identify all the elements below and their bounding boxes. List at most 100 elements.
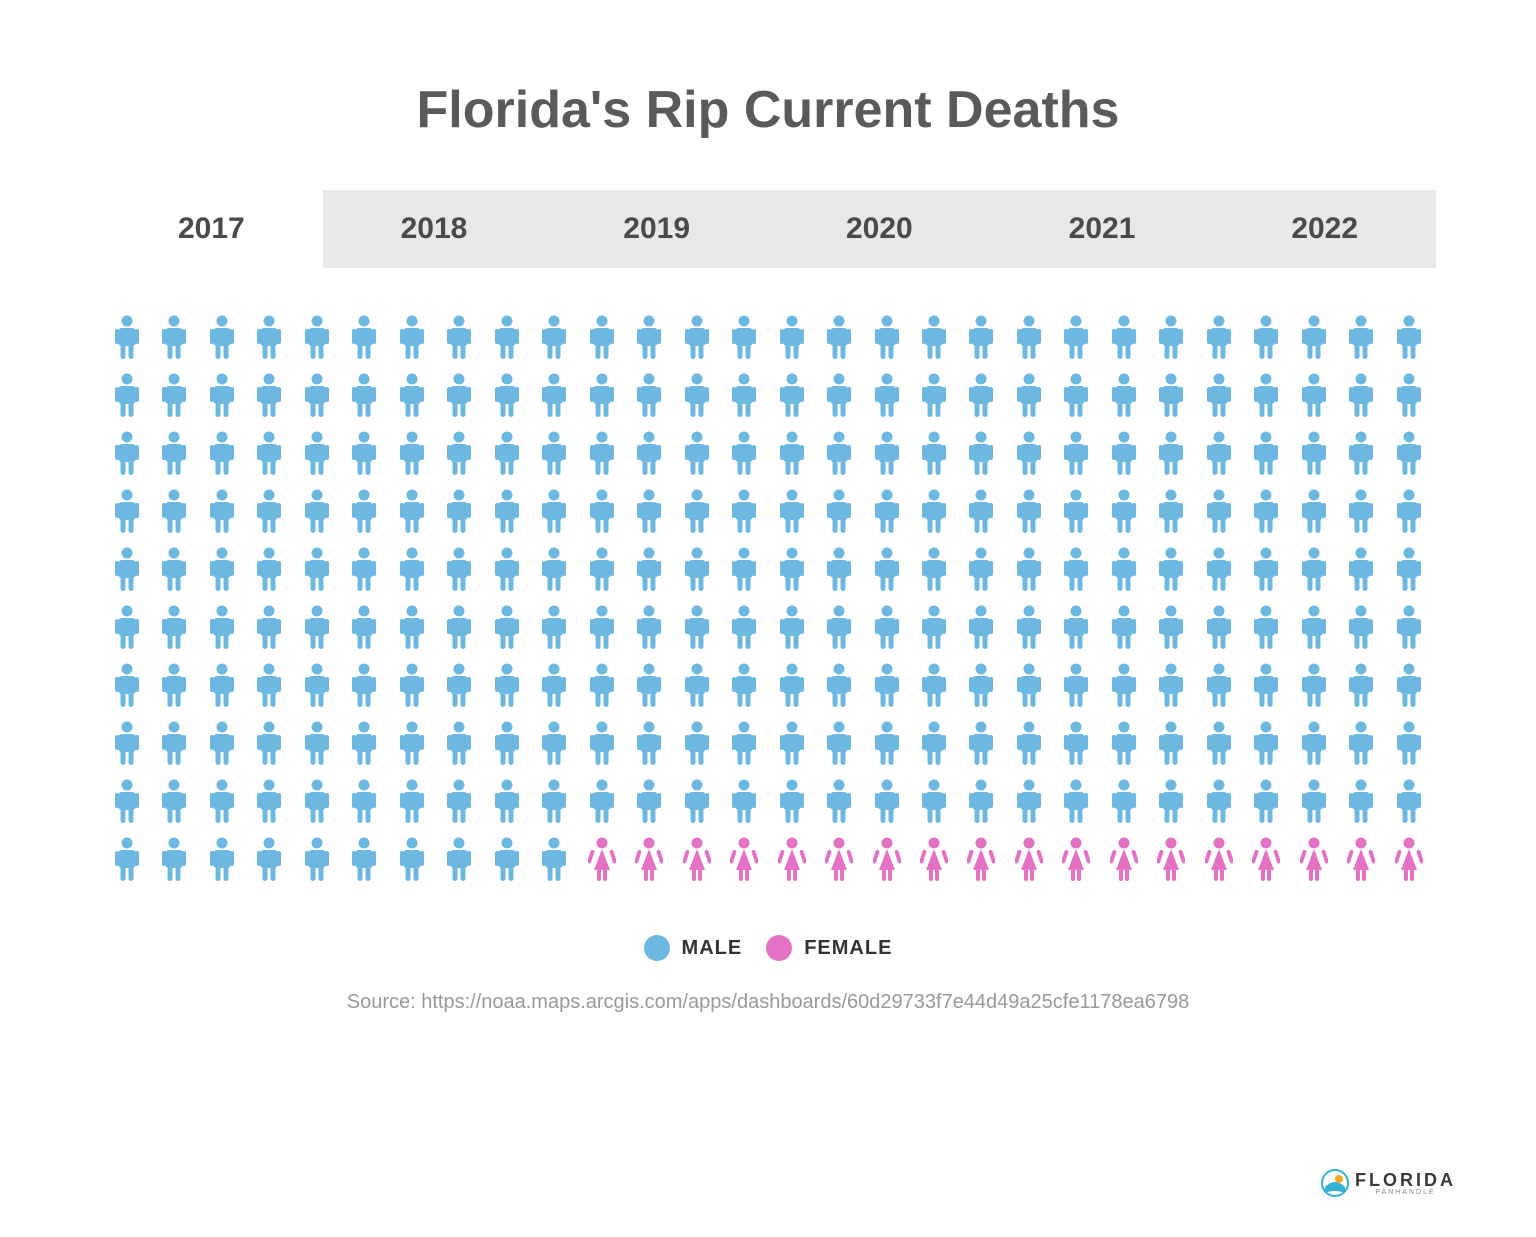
person-male-icon — [870, 429, 904, 479]
person-female-icon — [1344, 835, 1378, 885]
person-male-icon — [1059, 313, 1093, 363]
person-male-icon — [205, 835, 239, 885]
person-male-icon — [870, 719, 904, 769]
tab-2020[interactable]: 2020 — [768, 190, 991, 268]
pictogram-row — [110, 313, 1426, 363]
person-male-icon — [1392, 371, 1426, 421]
person-male-icon — [632, 487, 666, 537]
person-male-icon — [252, 429, 286, 479]
person-male-icon — [300, 487, 334, 537]
person-male-icon — [1059, 371, 1093, 421]
tab-2021[interactable]: 2021 — [991, 190, 1214, 268]
person-male-icon — [300, 429, 334, 479]
logo-text: FLORIDA — [1355, 1171, 1456, 1189]
person-male-icon — [157, 661, 191, 711]
tab-2022[interactable]: 2022 — [1213, 190, 1436, 268]
person-female-icon — [1202, 835, 1236, 885]
person-male-icon — [1392, 777, 1426, 827]
person-male-icon — [110, 777, 144, 827]
person-male-icon — [490, 603, 524, 653]
person-male-icon — [680, 371, 714, 421]
person-male-icon — [1344, 429, 1378, 479]
person-male-icon — [157, 545, 191, 595]
person-male-icon — [917, 487, 951, 537]
person-male-icon — [727, 313, 761, 363]
person-male-icon — [1344, 371, 1378, 421]
pictogram-row — [110, 545, 1426, 595]
person-male-icon — [1297, 603, 1331, 653]
person-female-icon — [822, 835, 856, 885]
person-male-icon — [1392, 545, 1426, 595]
person-male-icon — [442, 429, 476, 479]
person-male-icon — [205, 313, 239, 363]
person-male-icon — [347, 545, 381, 595]
florida-logo: FLORIDA PANHANDLE — [1321, 1169, 1456, 1197]
person-male-icon — [537, 313, 571, 363]
person-male-icon — [1344, 777, 1378, 827]
person-male-icon — [1297, 371, 1331, 421]
person-male-icon — [585, 313, 619, 363]
person-male-icon — [1107, 313, 1141, 363]
person-male-icon — [680, 777, 714, 827]
tab-2019[interactable]: 2019 — [545, 190, 768, 268]
person-male-icon — [775, 371, 809, 421]
person-male-icon — [252, 487, 286, 537]
person-male-icon — [1202, 429, 1236, 479]
legend-label: FEMALE — [804, 937, 892, 960]
person-male-icon — [395, 371, 429, 421]
person-male-icon — [300, 603, 334, 653]
person-male-icon — [1059, 603, 1093, 653]
person-male-icon — [442, 371, 476, 421]
person-male-icon — [252, 371, 286, 421]
person-male-icon — [395, 313, 429, 363]
chart-title: Florida's Rip Current Deaths — [100, 80, 1436, 140]
person-female-icon — [680, 835, 714, 885]
person-male-icon — [537, 371, 571, 421]
person-male-icon — [822, 371, 856, 421]
person-male-icon — [822, 661, 856, 711]
person-male-icon — [490, 719, 524, 769]
person-male-icon — [347, 371, 381, 421]
person-female-icon — [1392, 835, 1426, 885]
person-male-icon — [300, 719, 334, 769]
person-male-icon — [822, 545, 856, 595]
year-tabs: 201720182019202020212022 — [100, 190, 1436, 268]
person-male-icon — [1012, 661, 1046, 711]
person-male-icon — [1154, 777, 1188, 827]
person-male-icon — [1059, 777, 1093, 827]
person-male-icon — [727, 545, 761, 595]
tab-2018[interactable]: 2018 — [323, 190, 546, 268]
person-male-icon — [1249, 487, 1283, 537]
person-male-icon — [727, 429, 761, 479]
tab-2017[interactable]: 2017 — [100, 190, 323, 268]
person-male-icon — [775, 603, 809, 653]
person-male-icon — [490, 313, 524, 363]
person-male-icon — [537, 603, 571, 653]
person-male-icon — [775, 719, 809, 769]
person-male-icon — [110, 371, 144, 421]
person-male-icon — [1107, 719, 1141, 769]
person-male-icon — [442, 313, 476, 363]
person-male-icon — [1154, 429, 1188, 479]
person-male-icon — [110, 661, 144, 711]
person-male-icon — [632, 371, 666, 421]
person-male-icon — [917, 661, 951, 711]
person-female-icon — [870, 835, 904, 885]
person-male-icon — [680, 487, 714, 537]
person-male-icon — [1297, 429, 1331, 479]
person-male-icon — [632, 719, 666, 769]
logo-icon — [1321, 1169, 1349, 1197]
person-male-icon — [490, 545, 524, 595]
person-male-icon — [585, 603, 619, 653]
person-male-icon — [205, 487, 239, 537]
person-male-icon — [1344, 487, 1378, 537]
person-male-icon — [1154, 603, 1188, 653]
person-male-icon — [964, 777, 998, 827]
person-male-icon — [205, 603, 239, 653]
person-male-icon — [1202, 719, 1236, 769]
person-male-icon — [964, 371, 998, 421]
person-female-icon — [632, 835, 666, 885]
person-male-icon — [822, 603, 856, 653]
person-male-icon — [442, 661, 476, 711]
person-male-icon — [727, 487, 761, 537]
